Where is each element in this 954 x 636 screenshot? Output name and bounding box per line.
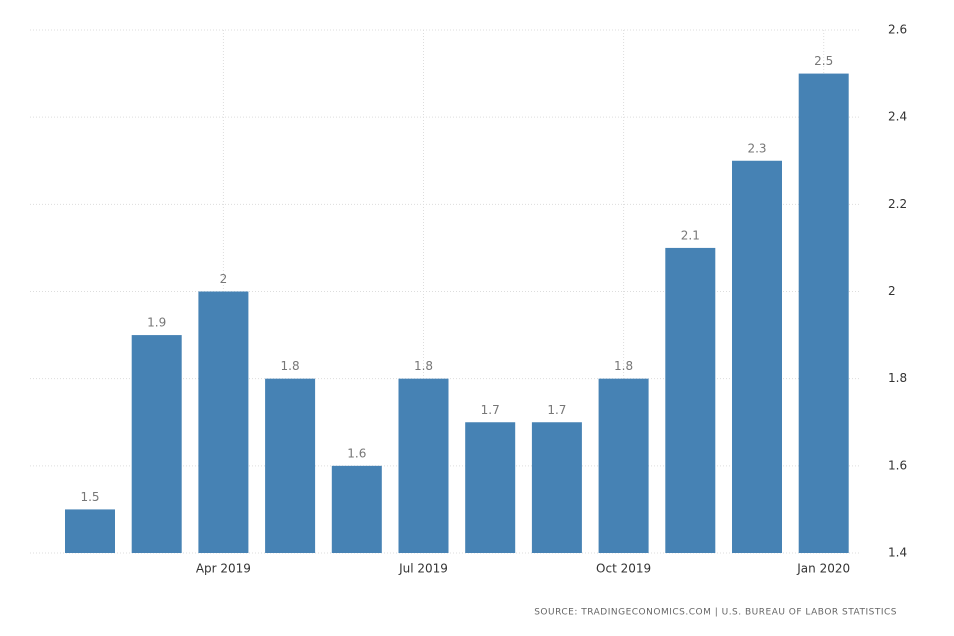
value-label: 2.5 bbox=[814, 54, 833, 68]
value-label: 1.7 bbox=[547, 403, 566, 417]
value-label: 1.5 bbox=[80, 490, 99, 504]
bar bbox=[198, 291, 249, 553]
y-tick-label: 1.8 bbox=[888, 371, 907, 385]
y-tick-label: 2.4 bbox=[888, 110, 907, 124]
x-tick-label: Jul 2019 bbox=[398, 562, 448, 576]
value-label: 2.1 bbox=[681, 228, 700, 242]
value-label: 1.6 bbox=[347, 446, 366, 460]
source: SOURCE: TRADINGECONOMICS.COM | U.S. BURE… bbox=[534, 608, 897, 618]
bar bbox=[665, 247, 716, 553]
y-tick-label: 1.4 bbox=[888, 546, 907, 560]
value-label: 1.8 bbox=[281, 359, 300, 373]
y-tick-label: 2.6 bbox=[888, 23, 907, 37]
value-label: 1.9 bbox=[147, 316, 166, 330]
bar bbox=[798, 73, 849, 553]
y-tick-label: 1.6 bbox=[888, 458, 907, 472]
value-label: 2 bbox=[220, 272, 228, 286]
bar bbox=[65, 509, 115, 553]
bar bbox=[131, 335, 182, 553]
bar bbox=[265, 378, 316, 553]
bar bbox=[398, 378, 449, 553]
x-tick-label: Oct 2019 bbox=[596, 562, 651, 576]
value-label: 1.7 bbox=[481, 403, 500, 417]
bar bbox=[331, 465, 382, 553]
bar bbox=[465, 422, 516, 553]
y-tick-label: 2 bbox=[888, 284, 896, 298]
bar bbox=[732, 160, 782, 553]
value-label: 1.8 bbox=[614, 359, 633, 373]
y-tick-label: 2.2 bbox=[888, 197, 907, 211]
x-tick-label: Jan 2020 bbox=[796, 562, 850, 576]
value-label: 2.3 bbox=[747, 141, 766, 155]
bar bbox=[531, 422, 582, 553]
bar bbox=[598, 378, 649, 553]
x-tick-label: Apr 2019 bbox=[196, 562, 251, 576]
value-label: 1.8 bbox=[414, 359, 433, 373]
